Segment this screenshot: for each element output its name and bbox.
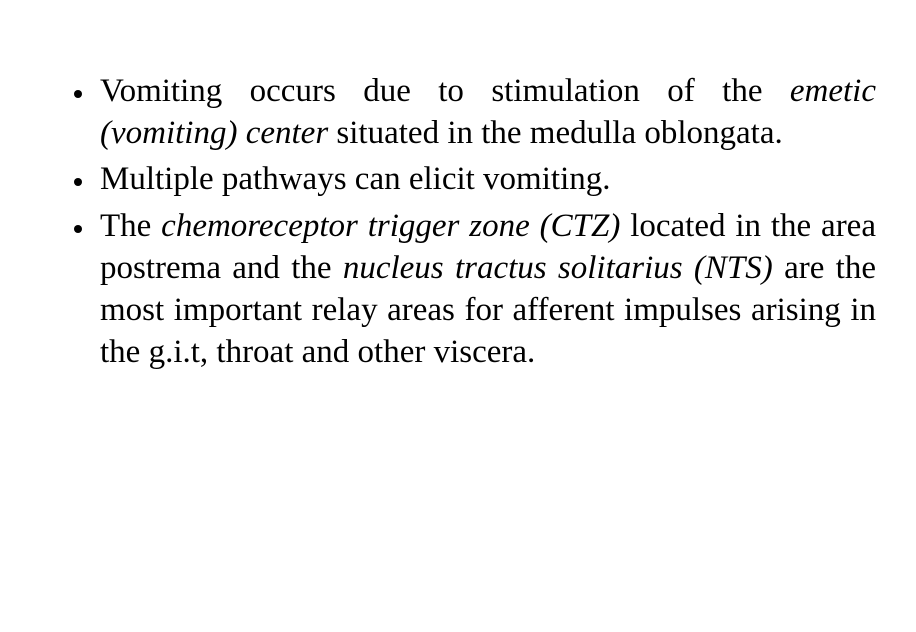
bullet-list: Vomiting occurs due to stimulation of th… (40, 70, 876, 374)
text-run: nucleus tractus solitarius (NTS) (343, 250, 773, 286)
text-run: The (100, 208, 161, 244)
text-run: Vomiting occurs due to stimulation of th… (100, 73, 790, 109)
slide: Vomiting occurs due to stimulation of th… (0, 0, 916, 632)
bullet-item: Multiple pathways can elicit vomiting. (96, 158, 876, 200)
text-run: Multiple pathways can elicit vomiting. (100, 161, 611, 197)
text-run: situated in the medulla oblongata. (328, 115, 783, 151)
bullet-item: The chemoreceptor trigger zone (CTZ) loc… (96, 205, 876, 374)
text-run: chemoreceptor trigger zone (CTZ) (161, 208, 620, 244)
bullet-item: Vomiting occurs due to stimulation of th… (96, 70, 876, 154)
